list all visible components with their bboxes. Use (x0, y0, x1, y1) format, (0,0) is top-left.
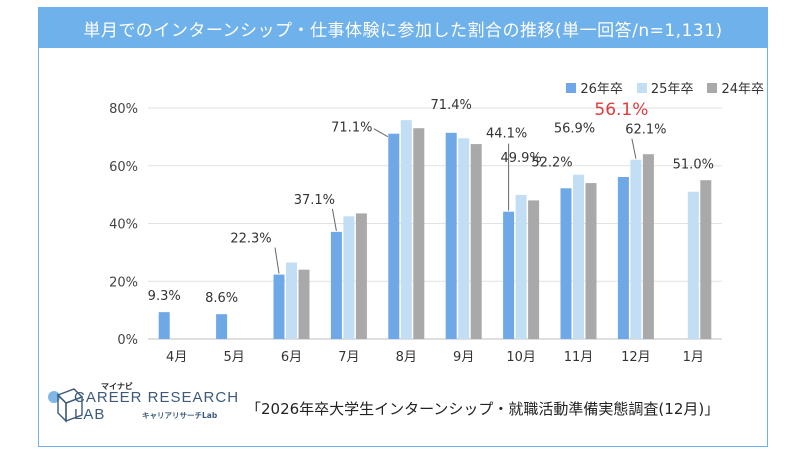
bar (158, 312, 170, 339)
legend-item-25: 25年卒 (636, 78, 694, 97)
logo-brand-name: CAREER RESEARCH LAB (74, 389, 239, 423)
data-label: 62.1% (625, 123, 666, 138)
data-label: 9.3% (148, 289, 181, 304)
logo-cube-icon (48, 388, 84, 423)
logo-brand-sub: キャリアリサーチLab (142, 411, 218, 420)
bar (503, 211, 515, 339)
data-label: 51.0% (673, 158, 714, 173)
career-research-lab-logo: マイナビ CAREER RESEARCH LAB キャリアリサーチLab (44, 381, 264, 437)
bar (413, 128, 425, 339)
data-label-highlight: 56.1% (594, 100, 648, 120)
bar (445, 132, 457, 339)
x-tick-label: 4月 (166, 350, 187, 365)
x-tick-label: 9月 (453, 350, 474, 365)
y-tick-label: 20% (109, 275, 138, 290)
legend-item-26: 26年卒 (566, 78, 623, 97)
x-tick-label: 5月 (223, 350, 244, 365)
data-label: 71.4% (431, 98, 472, 113)
y-tick-label: 40% (109, 218, 138, 233)
label-leader (373, 128, 389, 138)
label-leader (331, 208, 337, 231)
data-label: 52.2% (531, 155, 572, 170)
chart-title: 単月でのインターンシップ・仕事体験に参加した割合の推移(単一回答/n=1,131… (39, 8, 767, 48)
bar (617, 177, 629, 339)
bar (528, 200, 540, 339)
bar (400, 120, 412, 339)
legend-label-25: 25年卒 (650, 82, 694, 97)
bar (298, 269, 310, 339)
legend-label-24: 24年卒 (721, 82, 764, 97)
bar (330, 231, 342, 339)
data-label: 22.3% (230, 232, 271, 247)
bar (388, 133, 400, 339)
data-label: 56.9% (554, 122, 595, 137)
logo-brand-small: マイナビ (101, 382, 133, 391)
y-tick-label: 60% (109, 160, 138, 175)
logo-brand-line2: LAB (74, 406, 106, 423)
label-leader (274, 247, 280, 274)
data-label: 49.9% (500, 151, 541, 166)
bar (470, 144, 482, 339)
bar (630, 159, 642, 339)
x-tick-label: 11月 (564, 350, 594, 365)
data-label: 71.1% (331, 121, 372, 136)
legend-swatch-24 (707, 82, 718, 93)
y-tick-label: 0% (117, 333, 138, 348)
legend-item-24: 24年卒 (707, 78, 764, 97)
y-tick-label: 80% (109, 102, 138, 117)
logo-brand-line1: CAREER RESEARCH (74, 389, 240, 406)
bar (700, 180, 712, 339)
legend-swatch-25 (636, 82, 647, 93)
data-label: 37.1% (294, 193, 335, 208)
bar (573, 174, 584, 339)
x-tick-label: 8月 (396, 350, 417, 365)
bar (585, 183, 597, 339)
data-label: 44.1% (486, 127, 527, 142)
data-label: 8.6% (205, 291, 238, 306)
x-tick-label: 12月 (621, 350, 651, 365)
legend-label-26: 26年卒 (580, 82, 623, 97)
bar (458, 138, 470, 339)
x-tick-label: 6月 (281, 350, 302, 365)
bar (286, 262, 297, 339)
x-tick-label: 10月 (506, 350, 536, 365)
bar (687, 191, 699, 339)
bar (343, 216, 355, 339)
x-tick-label: 1月 (683, 350, 704, 365)
source-note: 「2026年卒大学生インターンシップ・就職活動準備実態調査(12月)」 (246, 400, 720, 418)
bar (642, 154, 654, 339)
bar (273, 274, 285, 339)
x-tick-label: 7月 (338, 350, 359, 365)
bar (355, 213, 367, 339)
legend-swatch-26 (566, 82, 577, 93)
label-leader (631, 138, 637, 159)
bar (515, 194, 527, 339)
bar (216, 314, 228, 339)
bar (560, 188, 572, 339)
chart-legend: 26年卒 25年卒 24年卒 (566, 78, 764, 97)
